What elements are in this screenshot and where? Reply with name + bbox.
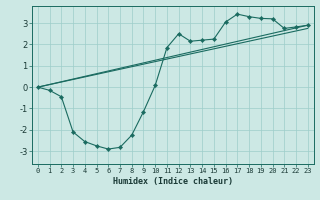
X-axis label: Humidex (Indice chaleur): Humidex (Indice chaleur): [113, 177, 233, 186]
